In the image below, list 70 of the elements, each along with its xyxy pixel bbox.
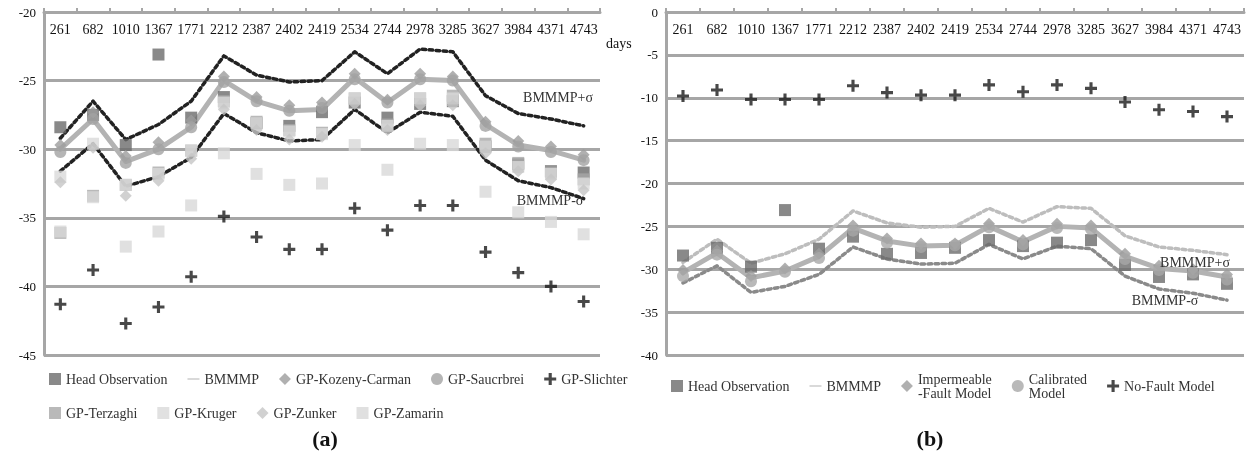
x-tick-label: 2978 (406, 21, 435, 37)
y-tick-label: -25 (18, 73, 36, 89)
x-tick-label: 2419 (941, 21, 969, 37)
y-tick-label: -30 (640, 261, 658, 277)
x-tick-label: 2212 (839, 21, 867, 37)
y-tick-label: -5 (647, 47, 658, 63)
x-tick-label: 3627 (471, 21, 500, 37)
x-tick-label: 3627 (1111, 21, 1139, 37)
legend-label: GP-Zunker (273, 405, 337, 421)
legend-label: GP-Kozeny-Carman (295, 371, 412, 387)
legend-label: BMMMP (826, 378, 882, 394)
x-tick-label: 1367 (144, 21, 173, 37)
x-tick-label: 3285 (1077, 21, 1105, 37)
y-tick-label: -30 (18, 141, 36, 157)
y-tick-label: -35 (18, 210, 36, 226)
y-tick-label: -20 (640, 176, 658, 191)
x-tick-label: 3984 (1145, 21, 1173, 37)
x-tick-label: 682 (706, 21, 728, 37)
text: (a) (312, 425, 338, 451)
legend-label: GP-Slichter (561, 371, 628, 387)
x-tick-label: 1771 (805, 21, 833, 37)
legend-label: Head Observation (66, 371, 168, 387)
x-tick-label: 261 (672, 21, 694, 37)
annotation: BMMMP-σ (1131, 292, 1199, 308)
y-tick-label: -15 (640, 133, 658, 149)
legend-label: GP-Terzaghi (66, 405, 138, 421)
x-tick-label: 4371 (536, 21, 565, 37)
x-tick-label: 1010 (111, 21, 140, 37)
legend-label: Impermeable -Fault Model (917, 371, 992, 401)
y-tick-label: -35 (640, 304, 658, 320)
x-tick-label: 261 (49, 21, 71, 37)
y-tick-label: -40 (18, 278, 36, 294)
annotation: BMMMP+σ (1160, 254, 1231, 270)
x-tick-label: 682 (82, 21, 104, 37)
x-tick-label: 2534 (340, 21, 369, 37)
x-tick-label: 2744 (1009, 21, 1037, 37)
legend-label: GP-Zamarin (373, 405, 444, 421)
x-tick-label: 4743 (569, 21, 598, 37)
x-tick-label: 4743 (1213, 21, 1241, 37)
x-tick-label: 2212 (209, 21, 238, 37)
x-tick-label: 2402 (907, 21, 935, 37)
x-tick-label: 4371 (1179, 21, 1207, 37)
y-tick-label: 0 (651, 4, 658, 20)
y-tick-label: -45 (18, 347, 36, 363)
legend-label: GP-Kruger (174, 405, 237, 421)
x-tick-label: 2978 (1043, 21, 1071, 37)
y-tick-label: -20 (18, 4, 36, 20)
legend-label: GP-Saucrbrei (448, 371, 525, 387)
x-tick-label: 3984 (504, 21, 533, 37)
x-tick-label: 1010 (737, 21, 765, 37)
x-tick-label: 2419 (308, 21, 336, 37)
x-tick-label: 2744 (373, 21, 402, 37)
x-tick-label: 2387 (873, 21, 901, 37)
y-tick-label: -40 (640, 347, 658, 363)
y-tick-label: -10 (640, 90, 658, 106)
annotation: BMMMP-σ (516, 192, 584, 208)
x-tick-label: 1771 (177, 21, 206, 37)
legend-label: BMMMP (204, 371, 260, 387)
x-axis-title: days (606, 35, 632, 51)
x-tick-label: 2387 (242, 21, 271, 37)
legend-label: Calibrated Model (1028, 371, 1088, 401)
annotation: BMMMP+σ (523, 89, 594, 105)
x-tick-label: 2534 (975, 21, 1003, 37)
x-tick-label: 3285 (438, 21, 467, 37)
legend-label: No-Fault Model (1124, 378, 1215, 394)
x-tick-label: 2402 (275, 21, 304, 37)
y-tick-label: -25 (640, 218, 658, 234)
legend-label: Head Observation (688, 378, 790, 394)
text: (b) (916, 425, 944, 451)
x-tick-label: 1367 (771, 21, 799, 37)
